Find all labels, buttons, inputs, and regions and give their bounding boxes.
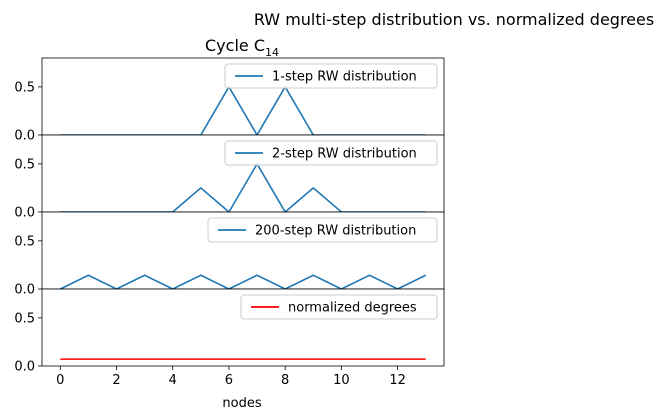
legend: 200-step RW distribution [207, 217, 438, 243]
legend: 2-step RW distribution [224, 140, 438, 166]
figure-suptitle: RW multi-step distribution vs. normalize… [254, 10, 654, 29]
legend-box [207, 217, 438, 243]
subplot-3: 0.0 0.5 200-step RW distribution [14, 211, 445, 298]
y-tick-label: 0.0 [14, 129, 35, 144]
axes-frame [41, 288, 445, 367]
legend-box [224, 140, 438, 166]
y-tick-label: 0.5 [14, 311, 35, 326]
x-tick-label: 2 [112, 373, 120, 388]
subplot-panels: 0.0 0.5 1-step RW distribution 0.0 0.5 2-step… [14, 57, 445, 388]
y-tick-label: 0.5 [14, 80, 35, 95]
subplot-1: 0.0 0.5 1-step RW distribution [14, 57, 445, 144]
x-tick-label: 4 [169, 373, 177, 388]
subplot-title: Cycle C14 [205, 36, 279, 59]
x-tick-label: 0 [56, 373, 64, 388]
legend-label: 1-step RW distribution [272, 70, 417, 85]
subplot-2: 0.0 0.5 2-step RW distribution [14, 134, 445, 221]
legend-box [240, 294, 438, 320]
legend-box [224, 63, 438, 89]
x-tick-label: 8 [281, 373, 289, 388]
x-tick-label: 10 [333, 373, 350, 388]
y-tick-label: 0.5 [14, 234, 35, 249]
legend-label: 2-step RW distribution [272, 147, 417, 162]
subplot-title-subscript: 14 [265, 46, 279, 59]
legend-label: 200-step RW distribution [255, 224, 416, 239]
series-line [59, 274, 427, 290]
subplot-title-main: Cycle C [205, 36, 265, 55]
y-tick-label: 0.0 [14, 360, 35, 375]
y-tick-label: 0.0 [14, 206, 35, 221]
subplot-4: 0.0 0.5 0 2 4 6 8 10 12 normalized degrees [14, 288, 445, 388]
y-tick-label: 0.5 [14, 157, 35, 172]
legend: 1-step RW distribution [224, 63, 438, 89]
y-tick-label: 0.0 [14, 283, 35, 298]
x-tick-label: 12 [389, 373, 406, 388]
x-tick-label: 6 [225, 373, 233, 388]
legend-label: normalized degrees [288, 301, 417, 316]
x-axis-label: nodes [222, 396, 261, 411]
legend: normalized degrees [240, 294, 438, 320]
